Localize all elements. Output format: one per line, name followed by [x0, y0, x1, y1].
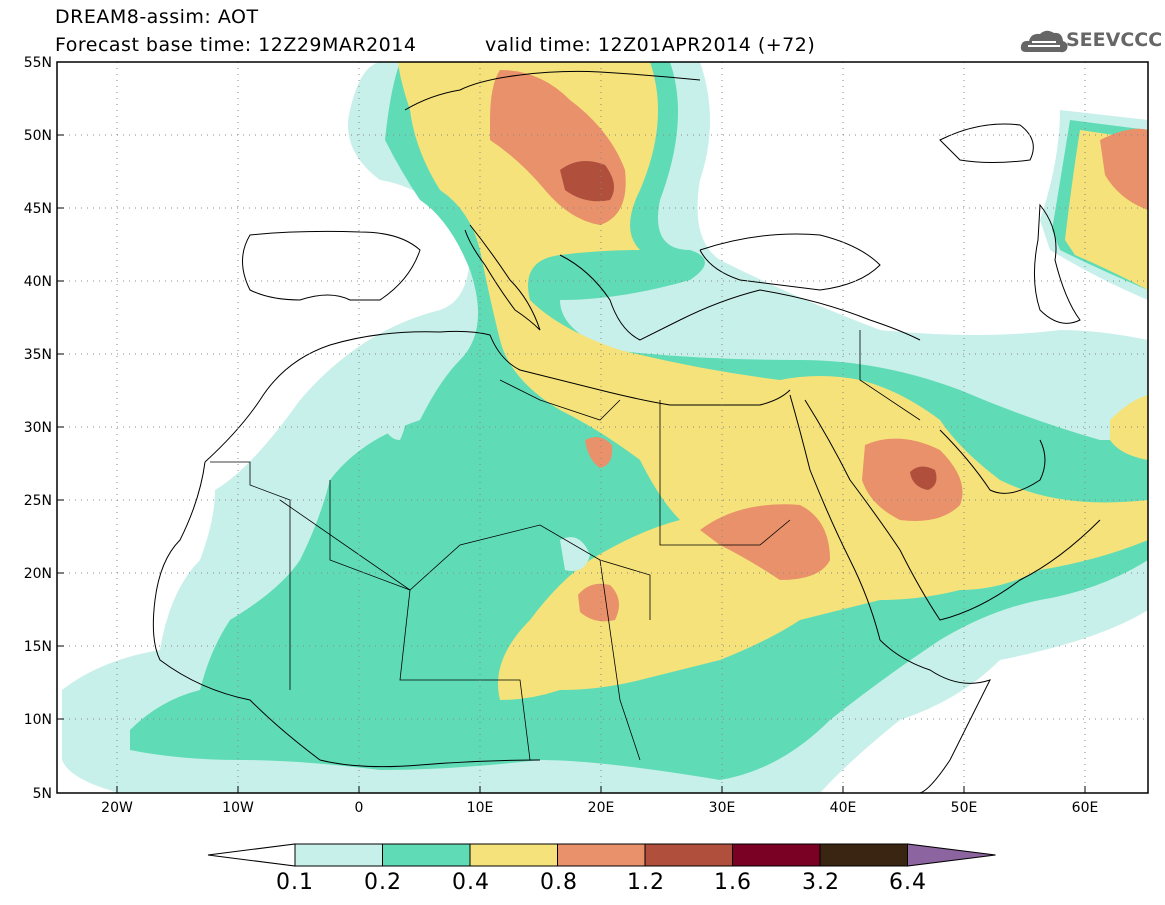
- lon-label-20w: 20W: [101, 800, 133, 816]
- lon-label-0: 0: [355, 800, 364, 816]
- axis-ticks: [57, 61, 1086, 793]
- lat-label-40n: 40N: [24, 274, 52, 290]
- colorbar-label-0.4: 0.4: [452, 870, 490, 895]
- aot-field: [57, 62, 1148, 793]
- lon-label-20e: 20E: [588, 800, 615, 816]
- colorbar-box-6: [732, 843, 821, 867]
- colorbar-label-0.8: 0.8: [540, 870, 578, 895]
- aot-clear-pocket: [375, 366, 590, 571]
- aot-contour-1.2: [560, 161, 937, 490]
- colorbar-label-0.1: 0.1: [276, 870, 314, 895]
- lon-label-60e: 60E: [1072, 800, 1099, 816]
- colorbar-box-3: [469, 843, 558, 867]
- colorbar-box-1: [294, 843, 383, 867]
- colorbar-box-7: [819, 843, 908, 867]
- lon-label-10e: 10E: [467, 800, 494, 816]
- colorbar-box-5: [644, 843, 733, 867]
- colorbar: [207, 843, 996, 867]
- lat-label-20n: 20N: [24, 566, 52, 582]
- lat-label-30n: 30N: [24, 420, 52, 436]
- map-title: DREAM8-assim: AOT: [55, 6, 259, 28]
- lat-label-55n: 55N: [24, 55, 52, 71]
- colorbar-label-3.2: 3.2: [802, 870, 840, 895]
- lon-label-10w: 10W: [222, 800, 254, 816]
- logo-text: SEEVCCC: [1066, 29, 1163, 51]
- lat-label-25n: 25N: [24, 493, 52, 509]
- coastlines: [152, 70, 1101, 793]
- colorbar-label-0.2: 0.2: [364, 870, 402, 895]
- lon-label-40e: 40E: [830, 800, 857, 816]
- colorbar-label-6.4: 6.4: [889, 870, 927, 895]
- colorbar-under-triangle: [207, 843, 296, 867]
- colorbar-box-2: [382, 843, 471, 867]
- lat-label-10n: 10N: [24, 712, 52, 728]
- aot-contour-0.8: [490, 70, 1148, 622]
- lat-label-35n: 35N: [24, 347, 52, 363]
- lat-label-50n: 50N: [24, 128, 52, 144]
- lat-label-45n: 45N: [24, 201, 52, 217]
- cloud-logo-icon: [1020, 30, 1068, 53]
- lon-label-30e: 30E: [709, 800, 736, 816]
- lat-labels: 55N 50N 45N 40N 35N 30N 25N 20N 15N 10N …: [24, 55, 52, 802]
- colorbar-over-triangle: [907, 843, 996, 867]
- forecast-base-time: Forecast base time: 12Z29MAR2014: [55, 34, 417, 56]
- lon-label-50e: 50E: [951, 800, 978, 816]
- lon-labels: 20W 10W 0 10E 20E 30E 40E 50E 60E: [101, 800, 1098, 816]
- lat-label-5n: 5N: [33, 786, 52, 802]
- colorbar-label-1.6: 1.6: [714, 870, 752, 895]
- colorbar-label-1.2: 1.2: [627, 870, 665, 895]
- aot-contour-0.4: [398, 62, 1148, 700]
- colorbar-box-4: [557, 843, 646, 867]
- valid-time: valid time: 12Z01APR2014 (+72): [485, 34, 816, 56]
- lat-label-15n: 15N: [24, 639, 52, 655]
- borders: [210, 330, 921, 761]
